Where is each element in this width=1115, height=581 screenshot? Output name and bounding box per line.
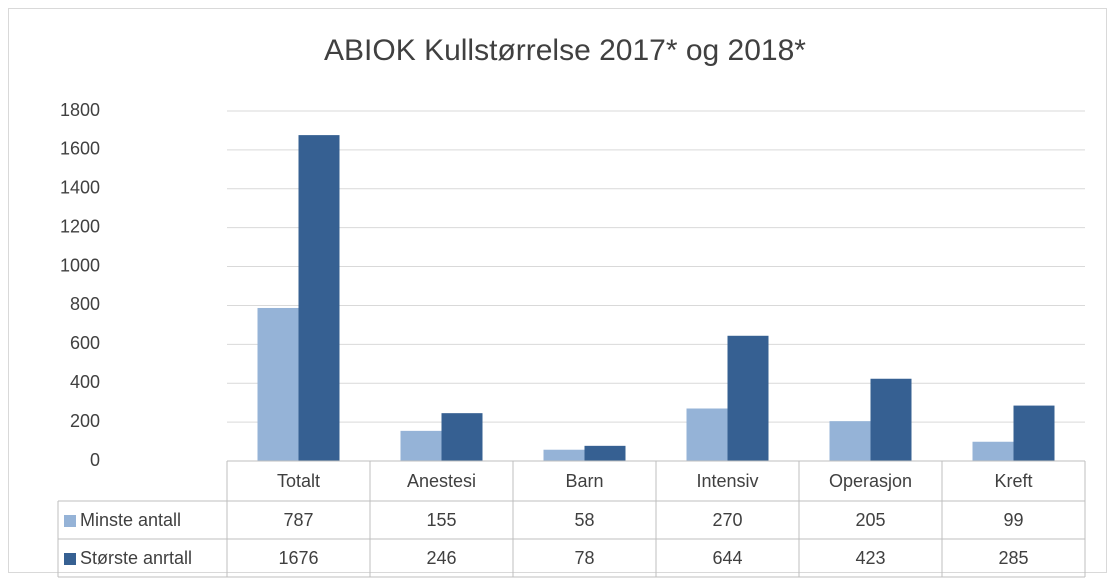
table-value: 270 (712, 510, 742, 530)
bar (400, 430, 442, 461)
chart-title: ABIOK Kullstørrelse 2017* og 2018* (324, 34, 806, 67)
table-value: 246 (426, 548, 456, 568)
legend-label: Største anrtall (80, 548, 192, 568)
bar (441, 413, 483, 461)
x-tick-label: Operasjon (829, 471, 912, 491)
table-value: 1676 (278, 548, 318, 568)
y-tick-label: 600 (70, 333, 100, 353)
bar (584, 445, 626, 461)
x-tick-label: Kreft (994, 471, 1032, 491)
table-value: 99 (1003, 510, 1023, 530)
y-tick-label: 1800 (60, 100, 100, 120)
bar (727, 335, 769, 461)
x-tick-label: Intensiv (696, 471, 758, 491)
x-tick-label: Barn (565, 471, 603, 491)
table-value: 285 (998, 548, 1028, 568)
bar (972, 441, 1014, 461)
y-tick-label: 1600 (60, 139, 100, 159)
bar (686, 408, 728, 461)
y-tick-label: 1400 (60, 178, 100, 198)
bar (543, 449, 585, 461)
table-value: 78 (574, 548, 594, 568)
legend-swatch (64, 515, 76, 527)
table-value: 205 (855, 510, 885, 530)
bar (298, 135, 340, 461)
legend-swatch (64, 553, 76, 565)
bar (870, 378, 912, 461)
table-value: 58 (574, 510, 594, 530)
y-tick-label: 400 (70, 372, 100, 392)
y-tick-label: 200 (70, 411, 100, 431)
y-tick-label: 0 (90, 450, 100, 470)
bar (257, 307, 299, 461)
bar (1013, 405, 1055, 461)
table-value: 644 (712, 548, 742, 568)
y-tick-label: 1200 (60, 216, 100, 236)
y-tick-label: 800 (70, 294, 100, 314)
chart-border (8, 8, 1107, 573)
legend-label: Minste antall (80, 510, 181, 530)
x-tick-label: Totalt (277, 471, 320, 491)
bar (829, 421, 871, 461)
y-tick-label: 1000 (60, 255, 100, 275)
table-value: 423 (855, 548, 885, 568)
table-value: 155 (426, 510, 456, 530)
x-tick-label: Anestesi (407, 471, 476, 491)
table-value: 787 (283, 510, 313, 530)
